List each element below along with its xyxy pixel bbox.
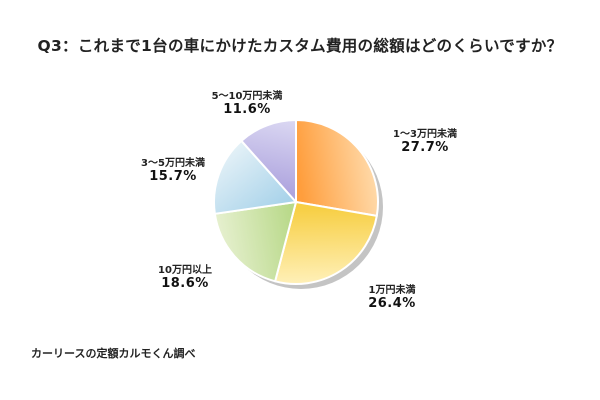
slice-3-5man xyxy=(213,139,297,215)
source-note: カーリースの定額カルモくん調べ xyxy=(31,347,196,360)
pie-slices xyxy=(213,119,379,285)
label-over-10man: 10万円以上 18.6% xyxy=(158,265,212,291)
chart-title: Q3：これまで1台の車にかけたカスタム費用の総額はどのくらいですか？ xyxy=(37,37,563,55)
label-1-3man: 1～3万円未満 27.7% xyxy=(393,129,457,155)
label-3-5man: 3～5万円未満 15.7% xyxy=(141,158,205,184)
slice-over-10man xyxy=(213,201,297,283)
slice-under-1man xyxy=(274,201,378,285)
slice-5-10man xyxy=(240,119,297,203)
label-under-1man: 1万円未満 26.4% xyxy=(368,285,416,311)
label-5-10man: 5～10万円未満 11.6% xyxy=(211,91,283,117)
slice-1-3man xyxy=(295,119,379,217)
